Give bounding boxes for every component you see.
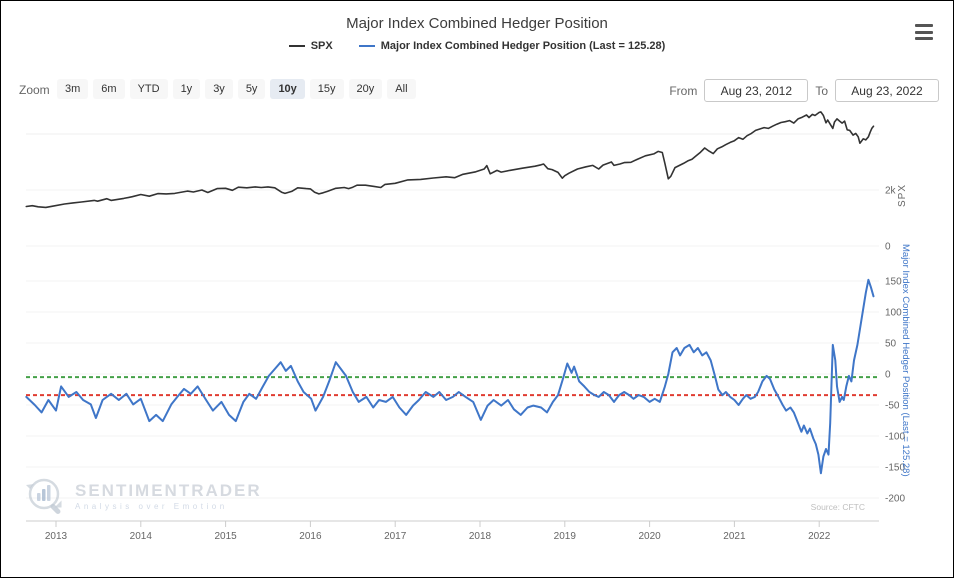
- x-tick-label: 2021: [723, 531, 746, 542]
- hedger-axis-title: Major Index Combined Hedger Position (La…: [900, 244, 911, 477]
- to-label: To: [815, 83, 828, 98]
- zoom-range-button-3m[interactable]: 3m: [57, 79, 89, 99]
- zoom-range-button-ytd[interactable]: YTD: [129, 79, 168, 99]
- x-tick-label: 2022: [808, 531, 831, 542]
- x-tick-label: 2014: [130, 531, 153, 542]
- zoom-range-button-6m[interactable]: 6m: [93, 79, 125, 99]
- spx-tick-label: 2k: [885, 186, 897, 197]
- from-date-input[interactable]: [704, 79, 809, 102]
- zoom-range-button-5y[interactable]: 5y: [237, 79, 266, 99]
- page-title: Major Index Combined Hedger Position: [346, 15, 608, 32]
- zoom-label: Zoom: [19, 83, 50, 97]
- hedger-tick-label: 50: [885, 339, 897, 350]
- to-date-input[interactable]: [835, 79, 939, 102]
- legend-swatch: [288, 45, 305, 47]
- hedger-tick-label: -200: [885, 494, 905, 505]
- x-tick-label: 2018: [469, 531, 492, 542]
- zoom-range-button-3y[interactable]: 3y: [205, 79, 233, 99]
- x-tick-label: 2020: [638, 531, 661, 542]
- source-credit: Source: CFTC: [810, 502, 865, 512]
- x-tick-label: 2013: [45, 531, 68, 542]
- spx-axis-title: SPX: [897, 183, 908, 207]
- date-range-box: From To: [669, 79, 939, 102]
- hamburger-menu-icon[interactable]: [913, 23, 935, 41]
- hedger-tick-label: -50: [885, 401, 900, 412]
- legend-swatch: [358, 45, 375, 47]
- x-tick-label: 2019: [554, 531, 577, 542]
- hedger-tick-label: -150: [885, 463, 905, 474]
- spx-line-series: [25, 111, 875, 209]
- hedger-tick-label: 150: [885, 277, 902, 288]
- zoom-range-buttons: 3m 6m YTD 1y 3y 5y 10y 15y 20y All: [57, 79, 416, 99]
- hedger-tick-label: 0: [885, 370, 891, 381]
- zoom-range-button-10y[interactable]: 10y: [270, 79, 305, 99]
- hedger-tick-label: 100: [885, 308, 902, 319]
- zoom-range-button-15y[interactable]: 15y: [309, 79, 344, 99]
- zoom-range-button-20y[interactable]: 20y: [348, 79, 383, 99]
- x-tick-label: 2015: [214, 531, 237, 542]
- spx-tick-label: 0: [885, 242, 891, 253]
- hedger-line-series: [25, 278, 875, 475]
- zoom-range-button-all[interactable]: All: [387, 79, 416, 99]
- legend-label: SPX: [310, 40, 333, 52]
- zoom-range-button-1y[interactable]: 1y: [172, 79, 201, 99]
- legend-item-spx[interactable]: SPX: [288, 40, 333, 52]
- legend-item-hedger[interactable]: Major Index Combined Hedger Position (La…: [358, 40, 666, 52]
- hedger-tick-label: -100: [885, 432, 905, 443]
- from-label: From: [669, 83, 698, 98]
- chart-legend: SPX Major Index Combined Hedger Position …: [1, 40, 953, 52]
- x-tick-label: 2017: [384, 531, 407, 542]
- legend-label: Major Index Combined Hedger Position (La…: [380, 40, 666, 52]
- x-tick-label: 2016: [299, 531, 322, 542]
